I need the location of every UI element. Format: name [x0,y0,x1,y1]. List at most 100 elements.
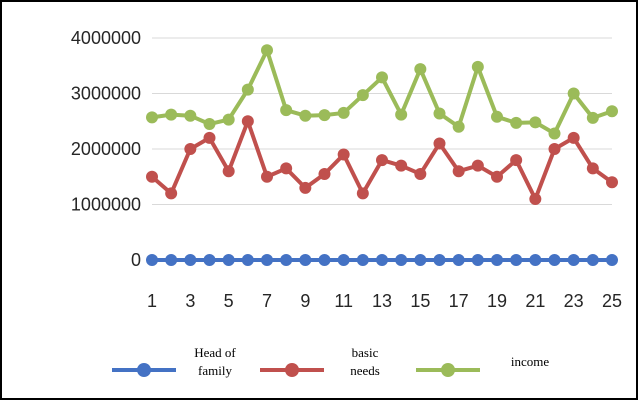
data-point [491,110,503,123]
data-point [395,108,408,121]
data-point [529,192,542,205]
data-point [510,154,523,167]
data-point [395,159,408,172]
x-tick-label: 15 [410,291,430,311]
data-point [510,116,523,129]
data-point [356,89,369,102]
data-point [241,83,254,96]
data-point [261,170,273,183]
data-point [261,254,273,266]
data-point [491,170,503,183]
data-point [491,254,503,266]
data-point [452,254,465,266]
series-line [151,48,613,136]
data-point [606,105,618,118]
data-point [376,71,388,84]
data-point [146,111,158,124]
data-point [280,104,293,117]
x-tick-label: 1 [147,291,157,311]
data-point [395,254,408,266]
data-point [452,165,465,178]
legend-label: income [511,354,549,369]
legend-item: Head of family [112,345,236,378]
data-point [433,137,446,150]
series-head-of-family [146,254,618,266]
series-income [146,44,618,140]
data-point [567,254,580,266]
data-point [280,254,293,266]
legend-label: family [198,363,232,378]
data-point [165,108,178,121]
data-point [203,118,216,131]
data-point [606,176,618,189]
data-point [184,109,197,122]
data-point [433,254,446,266]
x-tick-label: 9 [300,291,310,311]
data-point [414,63,427,76]
y-tick-label: 1000000 [71,195,141,215]
data-point [261,44,273,57]
data-point [280,162,293,175]
legend-item: income [416,354,549,377]
x-tick-label: 11 [334,291,353,311]
data-point [529,254,542,266]
data-point [203,131,216,144]
x-tick-label: 19 [487,291,507,311]
data-point [318,167,331,180]
data-point [567,87,580,100]
legend-label: needs [350,363,380,378]
legend-label: basic [352,345,379,360]
data-point [299,109,312,122]
data-point [567,131,580,144]
data-point [184,254,197,266]
data-point [548,127,561,140]
y-tick-label: 2000000 [71,139,141,159]
x-tick-label: 3 [185,291,195,311]
data-point [376,154,388,167]
x-tick-label: 23 [564,291,584,311]
data-point [433,107,446,120]
legend-marker [441,363,455,377]
data-point [471,60,484,73]
data-point [471,159,484,172]
data-point [356,254,369,266]
data-point [299,181,312,194]
data-point [203,254,216,266]
legend-item: basic needs [260,345,380,378]
y-axis-tick-labels: 0 1000000 2000000 3000000 4000000 [71,28,141,270]
data-point [165,254,178,266]
data-point [146,254,158,266]
data-point [146,170,158,183]
legend-marker [137,363,151,377]
x-tick-label: 13 [372,291,392,311]
data-point [452,120,465,133]
data-point [586,254,599,266]
data-point [222,165,235,178]
data-point [318,254,331,266]
x-tick-label: 5 [224,291,234,311]
data-point [241,254,254,266]
data-point [337,106,350,119]
data-point [337,148,350,161]
data-point [376,254,388,266]
data-point [356,187,369,200]
x-tick-label: 25 [602,291,622,311]
series-layer [146,44,618,266]
data-point [337,254,350,266]
data-point [586,111,599,124]
data-point [184,143,197,155]
data-point [529,116,542,129]
y-tick-label: 3000000 [71,84,141,104]
data-point [414,254,427,266]
legend-label: Head of [194,345,236,360]
data-point [241,115,254,128]
data-point [548,143,561,155]
data-point [165,187,178,200]
data-point [510,254,523,266]
x-tick-label: 7 [262,291,272,311]
y-tick-label: 4000000 [71,28,141,48]
data-point [606,254,618,266]
x-axis-tick-labels: 1 3 5 7 9 11 13 15 17 19 21 23 25 [147,291,622,311]
